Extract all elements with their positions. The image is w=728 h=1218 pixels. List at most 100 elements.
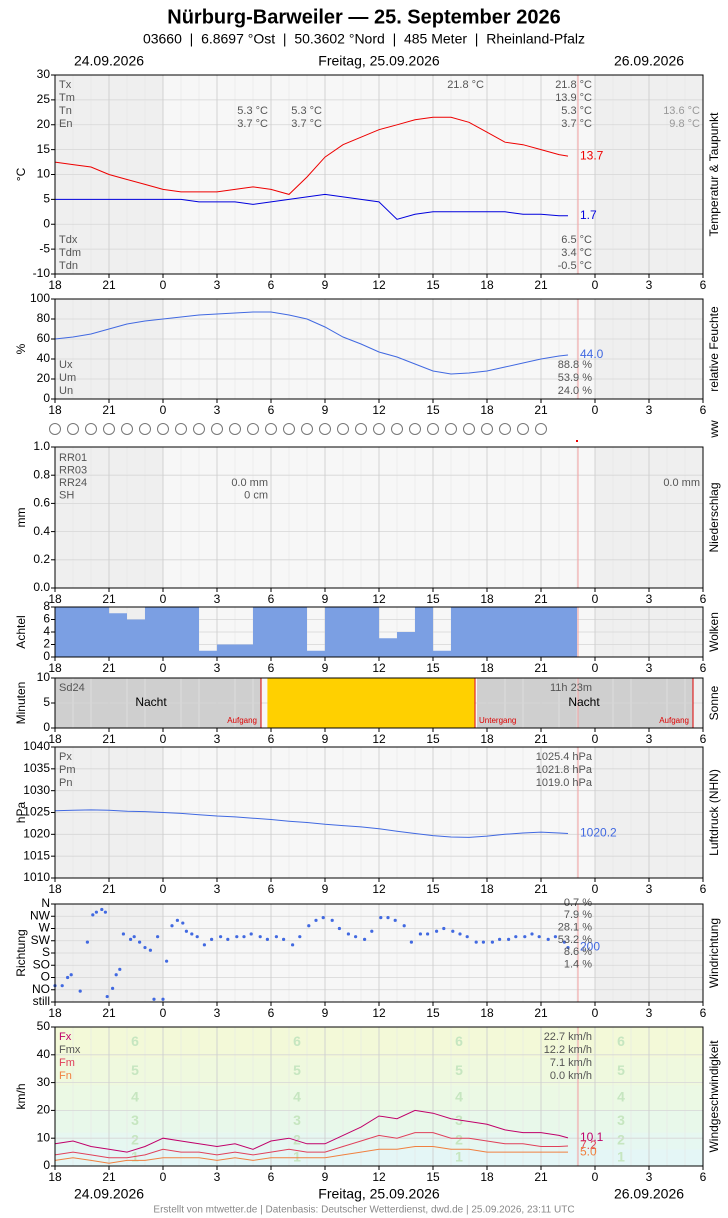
y-tick-label: 1035: [23, 761, 50, 775]
data-line: [54, 809, 569, 838]
plot-frame: [54, 446, 704, 589]
stat-text: Tm: [59, 92, 75, 104]
annotation: Nacht: [135, 695, 167, 709]
stat-text: 53.2 %: [558, 934, 592, 946]
x-tick-label: 18: [480, 661, 494, 675]
data-point: [85, 940, 89, 944]
stat-text: Um: [59, 372, 76, 384]
x-tick-label: 3: [214, 661, 221, 675]
y-axis-label: km/h: [14, 1083, 28, 1109]
y-tick-label: 8: [43, 599, 50, 613]
bar: [235, 644, 253, 657]
value-label: 200: [580, 940, 600, 954]
beaufort-label: 5: [293, 1062, 301, 1078]
y-tick-label: 1.0: [33, 439, 50, 453]
x-tick-label: 18: [48, 732, 62, 746]
data-point: [490, 940, 494, 944]
y-tick-label: NW: [30, 908, 51, 922]
stat-text: 5.3 °C: [291, 105, 322, 117]
x-tick-label: 18: [480, 592, 494, 606]
ww-symbol: [139, 423, 151, 435]
date-label: 24.09.2026: [74, 53, 144, 69]
beaufort-label: 1: [455, 1148, 463, 1164]
data-point: [226, 937, 230, 941]
data-point: [435, 929, 439, 933]
x-tick-label: 6: [700, 661, 707, 675]
stat-text: 1019.0 hPa: [536, 777, 593, 789]
x-tick-label: 18: [48, 592, 62, 606]
data-point: [282, 937, 286, 941]
x-tick-label: 6: [268, 592, 275, 606]
x-tick-label: 3: [646, 1170, 653, 1184]
y-tick-label: 1025: [23, 805, 50, 819]
bar: [451, 607, 469, 657]
x-tick-label: 3: [646, 403, 653, 417]
stat-text: 0.7 %: [564, 897, 592, 909]
bar: [55, 607, 73, 657]
stat-text: 3.7 °C: [291, 118, 322, 130]
x-tick-label: 18: [480, 403, 494, 417]
plot-frame: [54, 74, 704, 275]
bar: [289, 607, 307, 657]
x-tick-label: 3: [214, 403, 221, 417]
data-point: [91, 913, 95, 917]
y-tick-label: N: [41, 896, 50, 910]
x-tick-label: 12: [372, 1170, 386, 1184]
x-tick-label: 0: [592, 403, 599, 417]
bar: [109, 613, 127, 657]
data-point: [330, 918, 334, 922]
ww-symbol: [373, 423, 385, 435]
data-point: [121, 932, 125, 936]
plot-frame: [54, 1026, 704, 1167]
x-tick-label: 0: [160, 403, 167, 417]
x-tick-label: 12: [372, 403, 386, 417]
stat-text: Tx: [59, 79, 72, 91]
data-point: [152, 997, 156, 1001]
x-tick-label: 21: [102, 278, 116, 292]
data-point: [393, 918, 397, 922]
y-tick-label: NO: [32, 982, 50, 996]
bar: [505, 607, 523, 657]
x-tick-label: 0: [592, 1006, 599, 1020]
data-point: [161, 997, 165, 1001]
y-tick-label: 0: [43, 649, 50, 663]
x-tick-label: 21: [534, 592, 548, 606]
annotation: Untergang: [479, 716, 516, 725]
y-tick-label: 5: [43, 695, 50, 709]
data-point: [498, 937, 502, 941]
x-tick-label: 21: [534, 882, 548, 896]
side-label: Windrichtung: [707, 918, 721, 988]
y-tick-label: 2: [43, 637, 50, 651]
x-tick-label: 0: [592, 1170, 599, 1184]
x-tick-label: 21: [534, 403, 548, 417]
x-tick-label: 9: [322, 661, 329, 675]
data-point: [190, 932, 194, 936]
beaufort-label: 1: [617, 1148, 625, 1164]
x-tick-label: 18: [48, 661, 62, 675]
y-tick-label: 100: [30, 291, 50, 305]
stat-text: 0.0 mm: [663, 477, 700, 489]
x-tick-label: 3: [214, 592, 221, 606]
beaufort-label: 4: [293, 1089, 301, 1105]
x-tick-label: 6: [700, 592, 707, 606]
data-point: [546, 937, 550, 941]
x-tick-label: 6: [700, 1006, 707, 1020]
annotation: Nacht: [568, 695, 600, 709]
date-label: 26.09.2026: [614, 53, 684, 69]
y-tick-label: 20: [37, 1103, 51, 1117]
stat-text: 0.0 km/h: [550, 1070, 592, 1082]
data-point: [235, 935, 239, 939]
data-point: [566, 945, 570, 950]
y-tick-label: 10: [37, 1130, 51, 1144]
title: Nürburg-Barweiler — 25. September 2026: [167, 6, 560, 28]
ww-symbol: [103, 423, 115, 435]
x-tick-label: 6: [700, 1170, 707, 1184]
x-tick-label: 12: [372, 882, 386, 896]
bar: [559, 607, 577, 657]
side-label: Luftdruck (NHN): [707, 769, 721, 856]
data-point: [523, 935, 527, 939]
stat-text: 3.4 °C: [561, 247, 592, 259]
data-point: [69, 973, 73, 977]
data-point: [118, 967, 122, 971]
bar: [73, 607, 91, 657]
